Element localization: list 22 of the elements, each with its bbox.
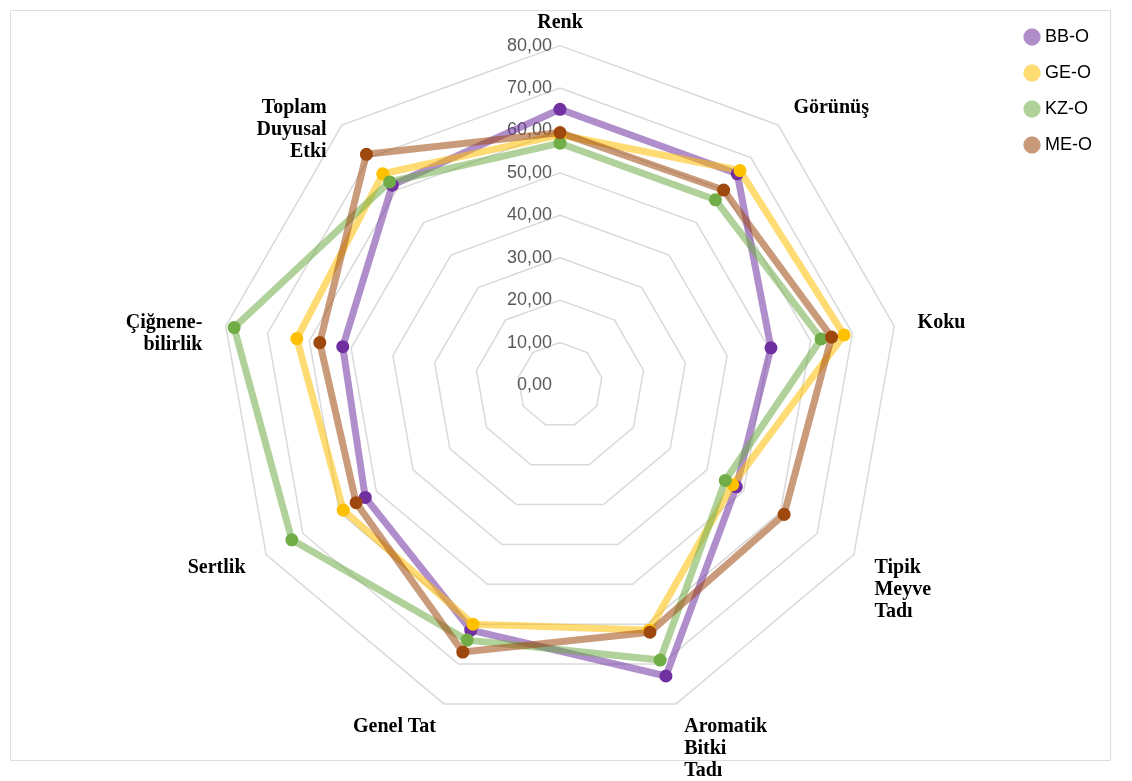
spoke-label: Çiğnene- bilirlik: [125, 309, 204, 354]
legend-label: BB-O: [1045, 26, 1090, 46]
y-tick-label: 20,00: [506, 289, 552, 310]
spoke-label: Koku: [917, 309, 966, 332]
spoke-label: Sertlik: [187, 554, 247, 577]
y-tick-label: 40,00: [506, 204, 552, 225]
spoke-label: Renk: [537, 9, 584, 32]
y-tick-label: 0,00: [516, 374, 552, 394]
legend-label: KZ-O: [1045, 98, 1088, 118]
spoke-label: Görünüş: [793, 94, 870, 118]
y-tick-label: 80,00: [506, 34, 552, 55]
spoke-label: Aromatik Bitki Tadı: [684, 714, 769, 781]
y-tick-label: 70,00: [506, 77, 552, 98]
legend-label: ME-O: [1045, 134, 1092, 154]
legend-label: GE-O: [1045, 62, 1092, 82]
spoke-label: Tipik Meyve Tadı: [874, 554, 932, 621]
y-tick-label: 50,00: [506, 161, 552, 182]
spoke-label: Toplam Duyusal Etki: [256, 94, 328, 161]
y-tick-label: 10,00: [506, 331, 552, 352]
y-tick-label: 30,00: [506, 246, 552, 267]
y-tick-label: 60,00: [506, 119, 552, 140]
spoke-label: Genel Tat: [353, 714, 437, 737]
